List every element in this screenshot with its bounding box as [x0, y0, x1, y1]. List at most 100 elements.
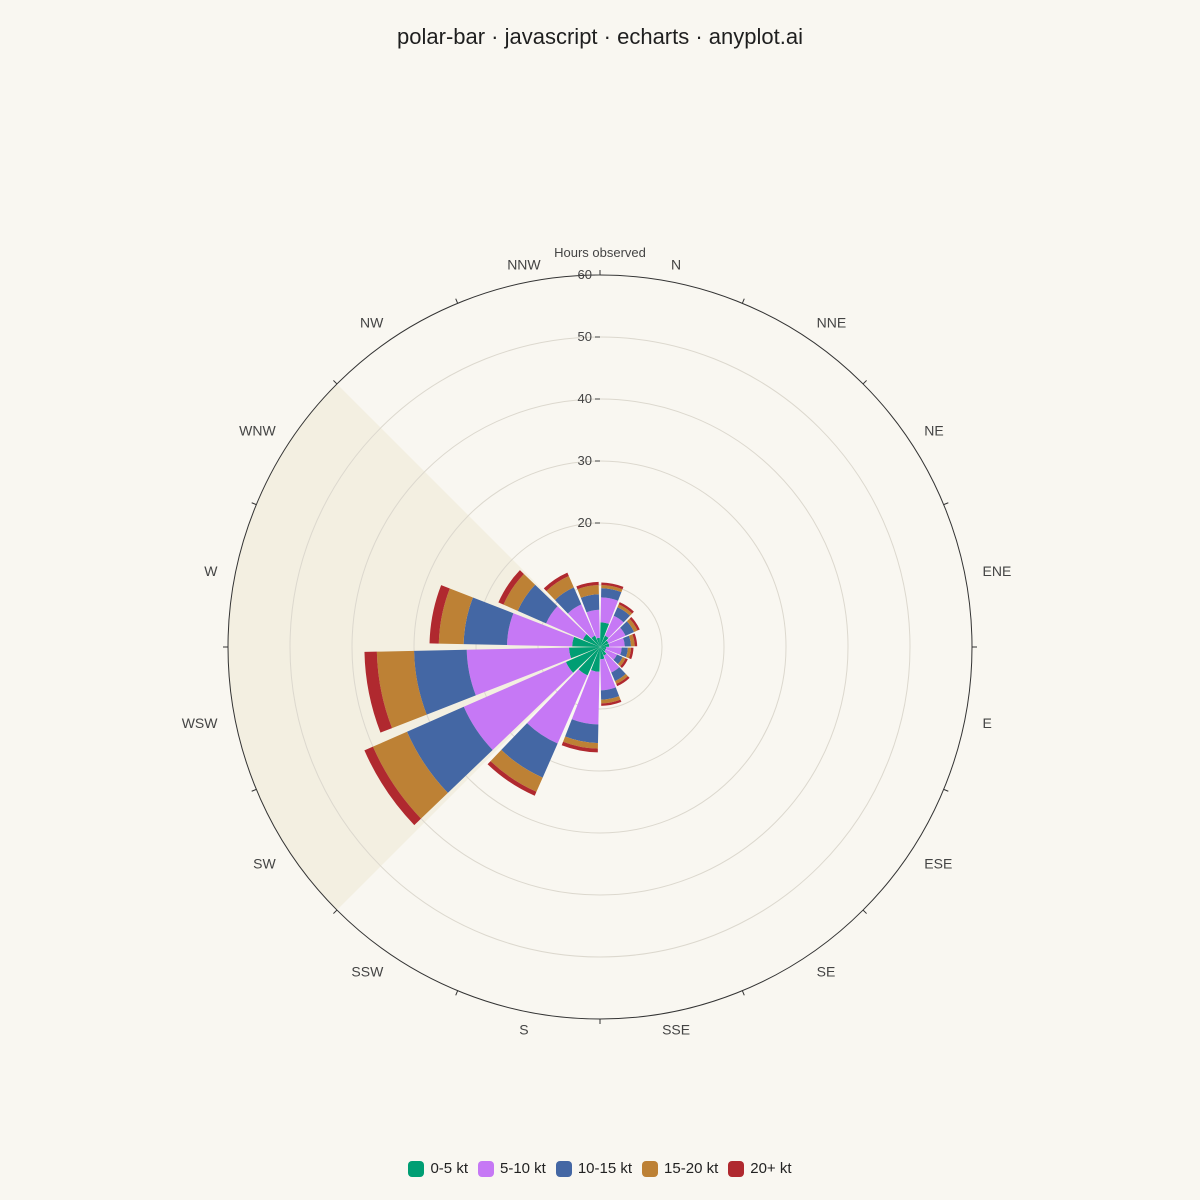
- bar-SW-0-5kt[interactable]: [565, 647, 600, 673]
- bar-SE-10-15kt[interactable]: [611, 667, 626, 682]
- bar-SE-0-5kt[interactable]: [600, 647, 607, 656]
- bar-SW-15-20kt[interactable]: [372, 731, 448, 819]
- direction-label-NW: NW: [360, 315, 384, 331]
- bar-W-20+kt[interactable]: [429, 585, 450, 644]
- bar-NNE-10-15kt[interactable]: [613, 607, 631, 623]
- direction-label-N: N: [671, 256, 681, 272]
- bar-S-20+kt[interactable]: [561, 741, 598, 753]
- bar-NNE-0-5kt[interactable]: [600, 635, 609, 647]
- bar-N-15-20kt[interactable]: [601, 585, 623, 593]
- bar-ESE-15-20kt[interactable]: [617, 656, 626, 667]
- bar-SSW-20+kt[interactable]: [487, 761, 537, 796]
- bar-ENE-20+kt[interactable]: [632, 633, 638, 647]
- bar-SSE-15-20kt[interactable]: [601, 696, 621, 704]
- bar-SSE-10-15kt[interactable]: [600, 687, 620, 700]
- bar-NNW-0-5kt[interactable]: [596, 637, 600, 647]
- bar-N-0-5kt[interactable]: [600, 622, 610, 647]
- legend-label: 20+ kt: [750, 1160, 792, 1177]
- bar-ENE-15-20kt[interactable]: [628, 634, 635, 647]
- bar-WNW-15-20kt[interactable]: [503, 574, 536, 611]
- bar-SSW-10-15kt[interactable]: [501, 723, 558, 778]
- bar-NNW-20+kt[interactable]: [576, 581, 599, 590]
- bar-NNW-5-10kt[interactable]: [586, 609, 600, 639]
- bar-N-20+kt[interactable]: [601, 582, 624, 590]
- bar-NW-0-5kt[interactable]: [591, 635, 600, 647]
- bar-NNE-5-10kt[interactable]: [604, 615, 624, 639]
- bar-W-15-20kt[interactable]: [438, 588, 473, 645]
- bar-SSW-15-20kt[interactable]: [490, 749, 543, 792]
- bar-E-10-15kt[interactable]: [620, 647, 628, 658]
- bar-SSW-0-5kt[interactable]: [578, 647, 600, 676]
- bar-WNW-10-15kt[interactable]: [517, 584, 558, 624]
- angle-tick: [741, 990, 745, 996]
- bar-SSW-5-10kt[interactable]: [527, 669, 588, 744]
- bar-N-10-15kt[interactable]: [601, 588, 622, 601]
- legend-item[interactable]: 0-5 kt: [408, 1160, 468, 1177]
- bar-ESE-10-15kt[interactable]: [613, 654, 623, 665]
- bar-S-10-15kt[interactable]: [565, 719, 599, 744]
- bar-WSW-0-5kt[interactable]: [569, 647, 600, 659]
- angle-tick: [943, 788, 949, 792]
- bar-NW-15-20kt[interactable]: [546, 576, 574, 601]
- bar-NW-20+kt[interactable]: [543, 572, 569, 592]
- bar-ESE-20+kt[interactable]: [620, 658, 628, 669]
- bar-NE-0-5kt[interactable]: [600, 640, 609, 647]
- legend-swatch: [477, 1160, 494, 1177]
- legend-swatch: [728, 1160, 745, 1177]
- bar-S-0-5kt[interactable]: [590, 647, 600, 672]
- bar-ENE-0-5kt[interactable]: [600, 643, 610, 647]
- bar-ENE-10-15kt[interactable]: [623, 635, 631, 647]
- bar-SE-20+kt[interactable]: [616, 676, 630, 687]
- bar-SSE-20+kt[interactable]: [601, 699, 622, 706]
- bar-NE-20+kt[interactable]: [629, 616, 640, 631]
- bar-NNE-15-20kt[interactable]: [617, 604, 633, 616]
- bar-W-10-15kt[interactable]: [463, 597, 514, 646]
- bar-ESE-0-5kt[interactable]: [600, 647, 606, 652]
- bar-WSW-5-10kt[interactable]: [466, 647, 572, 696]
- legend-item[interactable]: 20+ kt: [728, 1160, 792, 1177]
- bar-NNW-15-20kt[interactable]: [577, 585, 599, 598]
- bar-E-15-20kt[interactable]: [625, 647, 631, 659]
- bar-SSE-0-5kt[interactable]: [600, 647, 605, 660]
- bar-WSW-15-20kt[interactable]: [376, 650, 427, 729]
- direction-label-NE: NE: [924, 422, 943, 438]
- bar-W-0-5kt[interactable]: [572, 636, 600, 647]
- radial-axis-title: Hours observed: [554, 245, 646, 260]
- bar-WSW-10-15kt[interactable]: [414, 649, 476, 715]
- bar-NNE-20+kt[interactable]: [618, 602, 634, 614]
- bar-N-5-10kt[interactable]: [600, 597, 619, 624]
- bar-E-0-5kt[interactable]: [600, 647, 607, 650]
- legend-item[interactable]: 15-20 kt: [642, 1160, 718, 1177]
- bar-S-15-20kt[interactable]: [563, 736, 598, 749]
- bar-NNW-10-15kt[interactable]: [580, 594, 600, 613]
- radial-tick-label: 20: [578, 515, 592, 530]
- bar-W-5-10kt[interactable]: [507, 613, 575, 647]
- bar-WNW-20+kt[interactable]: [498, 570, 524, 605]
- bar-WNW-0-5kt[interactable]: [582, 634, 600, 647]
- bar-E-5-10kt[interactable]: [605, 647, 622, 655]
- legend-item[interactable]: 10-15 kt: [555, 1160, 632, 1177]
- direction-label-NNW: NNW: [507, 256, 541, 272]
- bar-ESE-5-10kt[interactable]: [604, 649, 618, 660]
- bar-WSW-20+kt[interactable]: [364, 651, 393, 733]
- direction-label-SSE: SSE: [662, 1022, 690, 1038]
- bar-SE-15-20kt[interactable]: [614, 673, 628, 684]
- bar-NE-15-20kt[interactable]: [626, 618, 638, 633]
- angle-tick: [943, 502, 949, 506]
- bar-SW-5-10kt[interactable]: [463, 661, 574, 750]
- radial-tick-label: 60: [578, 267, 592, 282]
- bar-NW-5-10kt[interactable]: [567, 604, 596, 639]
- bar-SSE-5-10kt[interactable]: [600, 658, 616, 691]
- bar-ENE-5-10kt[interactable]: [608, 637, 625, 647]
- direction-label-SE: SE: [817, 963, 836, 979]
- bar-SW-10-15kt[interactable]: [406, 706, 493, 793]
- bar-NE-5-10kt[interactable]: [606, 627, 626, 644]
- bar-S-5-10kt[interactable]: [571, 670, 600, 725]
- bar-WNW-5-10kt[interactable]: [546, 606, 587, 640]
- bar-SW-20+kt[interactable]: [364, 746, 422, 826]
- bar-E-20+kt[interactable]: [628, 647, 634, 660]
- legend-item[interactable]: 5-10 kt: [477, 1160, 546, 1177]
- bar-NW-10-15kt[interactable]: [554, 587, 582, 614]
- bar-NE-10-15kt[interactable]: [620, 621, 635, 636]
- bar-SE-5-10kt[interactable]: [603, 653, 620, 673]
